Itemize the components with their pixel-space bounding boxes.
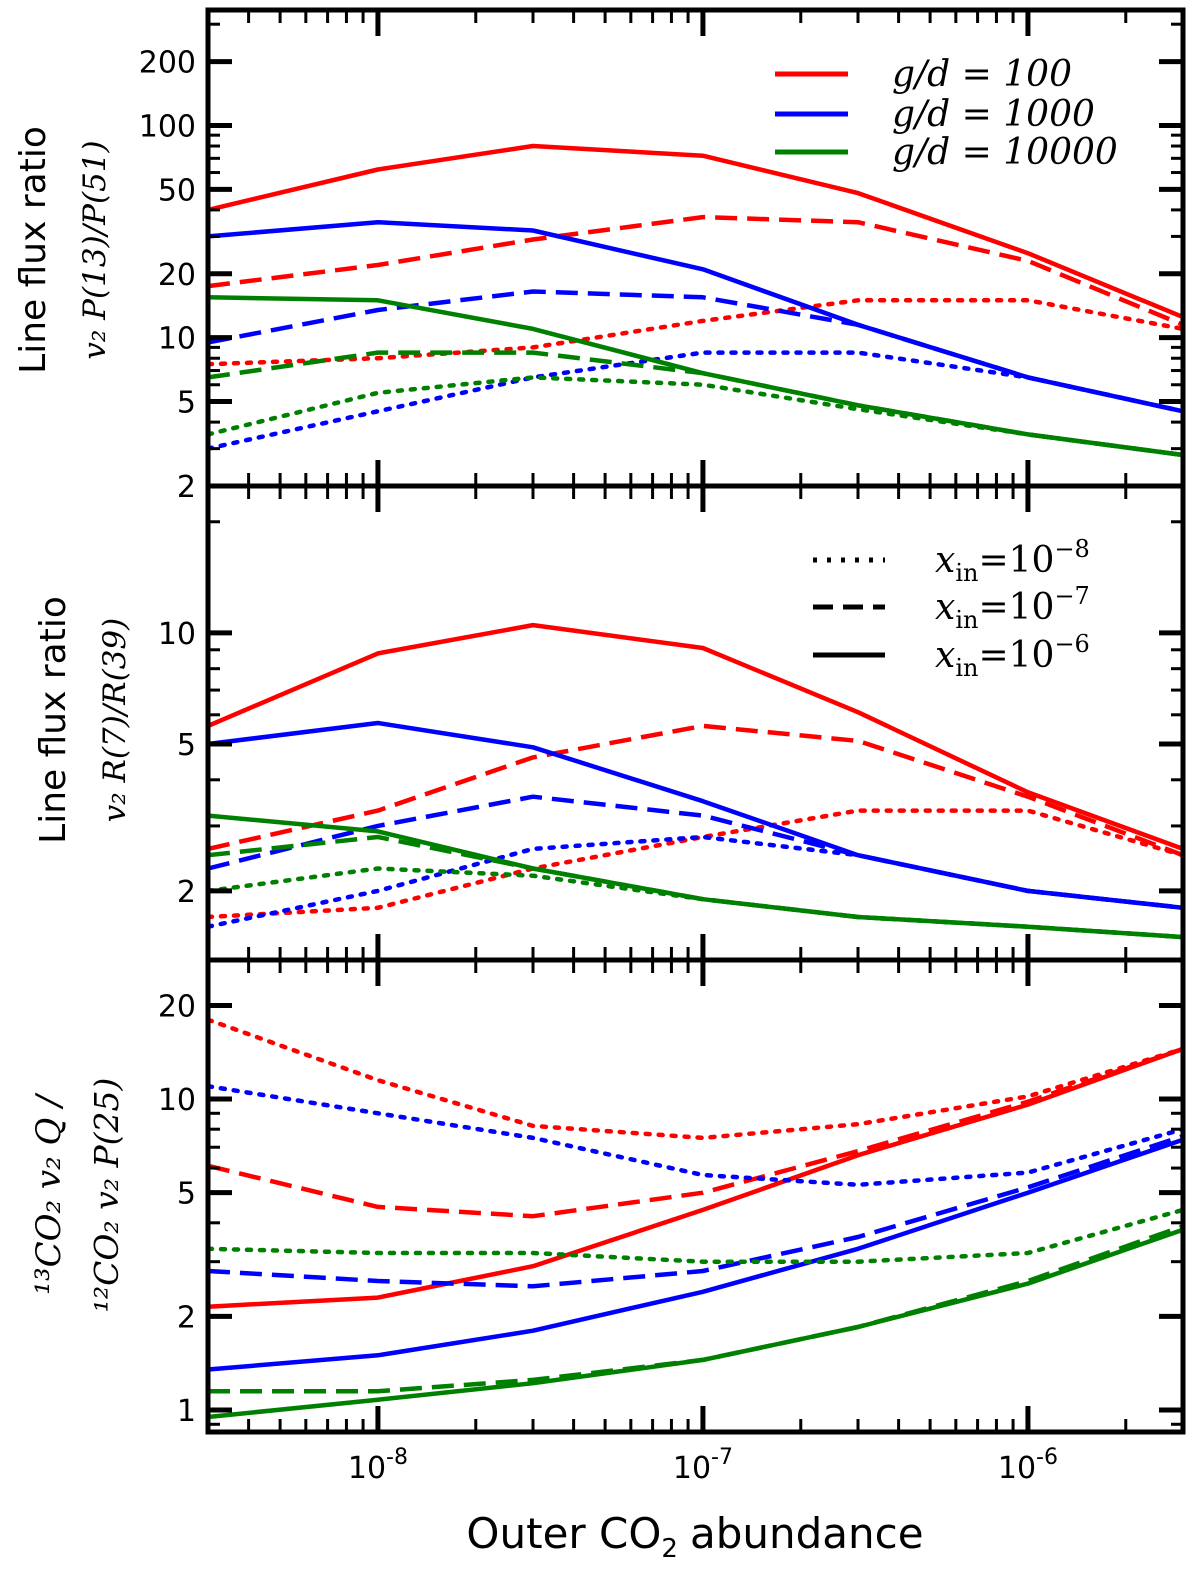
- x-tick-label: 10-7: [673, 1445, 733, 1486]
- series-line-g100-dashed: [207, 723, 1184, 858]
- series-line-g1000-dotted: [205, 834, 1186, 929]
- series-line-g100-solid: [207, 622, 1184, 852]
- panel-3-ylabel-line2: ¹²CO₂ v₂ P(25): [87, 1078, 126, 1313]
- legend-xin-7-num: 10: [1009, 587, 1055, 628]
- y-tick-label: 50: [158, 173, 196, 208]
- legend-xin: xin=10−8 xin=10−7 xin=10−6: [813, 535, 1090, 682]
- legend-xin-8-exp: −8: [1054, 535, 1089, 563]
- panel-2-ylabel-line2: v₂ R(7)/R(39): [97, 618, 133, 822]
- x-axis-title-sub: 2: [661, 1534, 678, 1564]
- y-tick-label: 10: [158, 322, 196, 357]
- panel-1-ylabel-line1: Line flux ratio: [13, 126, 54, 374]
- y-tick-label: 10: [158, 617, 196, 652]
- legend-xin-8-eq: =: [978, 540, 1008, 581]
- series-line-g100-dashed: [207, 214, 1184, 327]
- series-line-g10000-dotted: [205, 375, 1186, 458]
- panel-2-ylabel-line1: Line flux ratio: [33, 596, 74, 844]
- series-line-g1000-dotted: [205, 350, 1186, 451]
- series-line-g100-dotted: [205, 808, 1186, 920]
- legend-gd-label-1000: g/d = 1000: [892, 94, 1095, 135]
- legend-xin-8-base: x: [935, 540, 955, 581]
- legend-gd-label-100: g/d = 100: [892, 54, 1072, 95]
- series-line-g10000-dotted: [205, 1207, 1186, 1264]
- y-tick-label: 2: [177, 470, 196, 505]
- panel-1-plot: 2 5 10 20 50 100 200: [139, 7, 1186, 505]
- y-tick-label: 100: [139, 109, 196, 144]
- x-tick-label-base: 10: [348, 1451, 386, 1486]
- series-line-g10000-dashed: [208, 1224, 1184, 1394]
- y-tick-label: 200: [139, 46, 196, 81]
- y-tick-label: 10: [158, 1083, 196, 1118]
- legend-xin-6-num: 10: [1009, 635, 1055, 676]
- legend-gd-label-10000: g/d = 10000: [892, 132, 1118, 173]
- legend-xin-7-sub: in: [955, 606, 978, 634]
- y-tick-label: 2: [177, 875, 196, 910]
- series-line-g1000-dotted: [205, 1083, 1186, 1188]
- x-axis-title-rest: abundance: [690, 1509, 924, 1558]
- y-tick-label: 1: [177, 1394, 196, 1429]
- panel-frame: [205, 957, 1186, 1435]
- series-line-g100-dotted: [205, 1017, 1186, 1141]
- series-line-g1000-dashed: [207, 1133, 1184, 1289]
- series-line-g100-solid: [207, 1046, 1184, 1309]
- x-tick-label-exp: -8: [386, 1445, 408, 1470]
- y-tick-label: 5: [177, 728, 196, 763]
- panel-3-ylabel: ¹³CO₂ v₂ Q / ¹²CO₂ v₂ P(25): [29, 1078, 126, 1313]
- x-tick-label-base: 10: [998, 1451, 1036, 1486]
- panel-1-ylabel-line2: v₂ P(13)/P(51): [77, 140, 113, 359]
- legend-xin-6-exp: −6: [1054, 630, 1089, 658]
- x-tick-label: 10-8: [348, 1445, 408, 1486]
- panel-1-ylabel: Line flux ratio v₂ P(13)/P(51): [13, 126, 113, 374]
- legend-xin-7-base: x: [935, 587, 955, 628]
- x-axis-title: Outer CO2 abundance: [466, 1509, 923, 1564]
- x-tick-label-exp: -7: [711, 1445, 733, 1470]
- y-tick-label: 20: [158, 989, 196, 1024]
- y-tick-label: 5: [177, 386, 196, 421]
- legend-xin-6-eq: =: [978, 635, 1008, 676]
- series-line-g100-dashed: [207, 1046, 1184, 1219]
- legend-xin-8-num: 10: [1009, 540, 1055, 581]
- panel-3-ylabel-line1: ¹³CO₂ v₂ Q /: [29, 1092, 69, 1295]
- y-tick-label: 20: [158, 258, 196, 293]
- series-line-g100-dotted: [205, 298, 1186, 367]
- legend-xin-label-8: xin=10−8: [935, 535, 1090, 587]
- x-tick-label-base: 10: [673, 1451, 711, 1486]
- series-line-g100-solid: [207, 143, 1184, 320]
- x-tick-label: 10-6: [998, 1445, 1058, 1486]
- x-tick-labels: 10-8 10-7 10-6: [348, 1445, 1058, 1486]
- x-tick-label-exp: -6: [1036, 1445, 1058, 1470]
- legend-xin-label-7: xin=10−7: [935, 582, 1090, 634]
- legend-gd: g/d = 100 g/d = 1000 g/d = 10000: [775, 54, 1118, 173]
- panel-2-ylabel: Line flux ratio v₂ R(7)/R(39): [33, 596, 133, 844]
- legend-xin-7-exp: −7: [1054, 582, 1089, 610]
- legend-xin-8-sub: in: [955, 559, 978, 587]
- legend-xin-6-sub: in: [955, 654, 978, 682]
- y-tick-label: 5: [177, 1177, 196, 1212]
- legend-xin-6-base: x: [935, 635, 955, 676]
- series-line-g10000-dashed: [207, 350, 1184, 458]
- legend-xin-label-6: xin=10−6: [935, 630, 1090, 682]
- legend-xin-7-eq: =: [978, 587, 1008, 628]
- series-line-g1000-solid: [207, 1137, 1184, 1372]
- x-axis-title-main: Outer CO: [466, 1509, 661, 1558]
- y-tick-label: 2: [177, 1300, 196, 1335]
- series-line-g10000-dotted: [205, 866, 1186, 940]
- panel-3-plot: 1 2 5 10 20: [158, 957, 1186, 1435]
